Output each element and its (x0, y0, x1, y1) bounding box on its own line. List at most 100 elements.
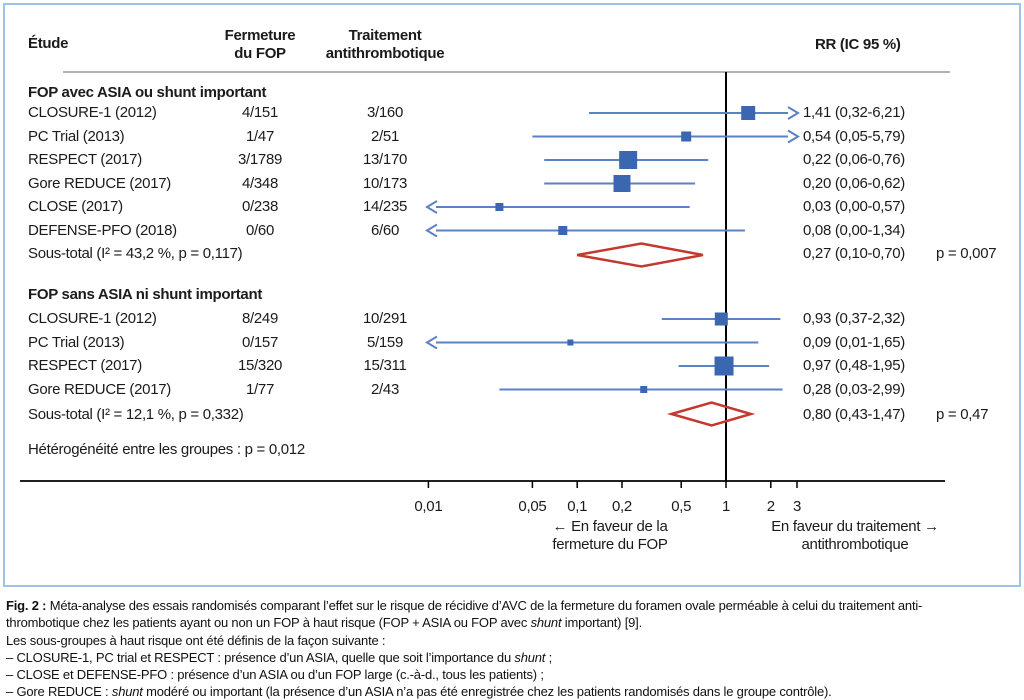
heterogeneity-note: Hétérogénéité entre les groupes : p = 0,… (28, 441, 305, 458)
column-header-closure: Fermeture du FOP (200, 27, 320, 63)
rr-value: 0,93 (0,37-2,32) (803, 310, 905, 327)
rr-value: 0,22 (0,06-0,76) (803, 151, 905, 168)
treatment-count: 10/291 (362, 310, 408, 327)
study-name: RESPECT (2017) (28, 357, 142, 374)
ci-clip-arrow-right (787, 129, 800, 144)
study-name: PC Trial (2013) (28, 127, 125, 145)
caption-line: Fig. 2 : Méta-analyse des essais randomi… (6, 597, 1020, 614)
favor-right-line1: En faveur du traitement → (771, 518, 939, 535)
caption-text: modéré ou important (la présence d’un AS… (142, 684, 832, 700)
study-name: CLOSURE-1 (2012) (28, 104, 157, 121)
column-header-treatment-line2: antithrombotique (325, 45, 445, 62)
subtotal-p-value: p = 0,47 (936, 406, 989, 423)
figure-caption: Fig. 2 : Méta-analyse des essais randomi… (6, 597, 1020, 700)
caption-text: ; (545, 649, 553, 665)
ci-clip-arrow-left (425, 223, 438, 238)
study-name: DEFENSE-PFO (2018) (28, 221, 177, 239)
closure-count: 0/238 (241, 198, 279, 215)
rr-square (613, 175, 631, 192)
column-header-study: Étude (28, 35, 69, 52)
favor-right-line2: antithrombotique (801, 536, 909, 553)
subtotal-label: Sous-total (I² = 12,1 %, p = 0,332) (28, 406, 244, 423)
study-name: Gore REDUCE (2017) (28, 174, 171, 192)
closure-count: 1/47 (246, 127, 274, 145)
subtotal-rr-value: 0,27 (0,10-0,70) (803, 245, 905, 262)
tick-label: 3 (792, 498, 801, 515)
caption-text: – CLOSE et DEFENSE-PFO : présence d’un A… (6, 667, 544, 683)
caption-line: – Gore REDUCE : shunt modéré ou importan… (6, 683, 1020, 700)
favor-right-label: En faveur du traitement → antithrombotiq… (745, 518, 965, 554)
subtotal-rr-value: 0,80 (0,43-1,47) (803, 406, 905, 423)
rr-value: 0,03 (0,00-0,57) (803, 198, 905, 215)
rr-square (714, 356, 734, 376)
study-name: CLOSE (2017) (28, 198, 123, 215)
caption-italic-term: shunt (514, 649, 546, 665)
closure-count: 4/151 (241, 104, 279, 121)
column-header-closure-line2: du FOP (234, 45, 286, 62)
rr-square (714, 312, 728, 326)
subtotal-diamond (576, 242, 704, 268)
ci-clip-arrow-right (787, 106, 800, 120)
rr-value: 0,54 (0,05-5,79) (803, 127, 905, 145)
favor-left-line2: fermeture du FOP (552, 536, 668, 553)
caption-text: Méta-analyse des essais randomisés compa… (46, 598, 923, 613)
treatment-count: 10/173 (362, 174, 408, 192)
group-label: FOP avec ASIA ou shunt important (28, 84, 267, 101)
column-header-closure-line1: Fermeture (224, 27, 296, 44)
subtotal-diamond (666, 401, 756, 427)
rr-value: 0,20 (0,06-0,62) (803, 174, 905, 192)
treatment-count: 13/170 (362, 151, 408, 168)
group-label: FOP sans ASIA ni shunt important (28, 286, 263, 303)
caption-italic-term: shunt (530, 615, 562, 631)
tick-label: 0,5 (671, 498, 692, 515)
tick-label: 1 (721, 498, 731, 515)
treatment-count: 15/311 (363, 357, 407, 374)
caption-line: thrombotique chez les patients ayant ou … (6, 614, 1020, 631)
favor-left-label: ← En faveur de la fermeture du FOP (510, 518, 710, 554)
treatment-count: 5/159 (366, 333, 404, 351)
closure-count: 0/157 (241, 333, 279, 351)
tick-label: 0,2 (612, 498, 632, 515)
figure-frame (3, 3, 1021, 587)
subtotal-label: Sous-total (I² = 43,2 %, p = 0,117) (28, 245, 243, 262)
tick-label: 0,01 (414, 498, 443, 515)
column-header-rr: RR (IC 95 %) (815, 36, 901, 53)
caption-line: Les sous-groupes à haut risque ont été d… (6, 632, 1020, 649)
rr-value: 0,08 (0,00-1,34) (803, 221, 905, 239)
closure-count: 0/60 (246, 221, 274, 239)
study-name: PC Trial (2013) (28, 333, 125, 351)
caption-text: – CLOSURE-1, PC trial et RESPECT : prése… (6, 649, 515, 665)
caption-text: – Gore REDUCE : (6, 684, 112, 700)
rr-square (619, 151, 638, 169)
subtotal-p-value: p = 0,007 (936, 245, 997, 262)
treatment-count: 2/51 (371, 127, 399, 145)
study-name: RESPECT (2017) (28, 151, 142, 168)
caption-text: thrombotique chez les patients ayant ou … (6, 615, 531, 631)
rr-square (567, 339, 574, 346)
caption-line: – CLOSURE-1, PC trial et RESPECT : prése… (6, 649, 1020, 666)
treatment-count: 3/160 (366, 104, 404, 121)
rr-square (640, 386, 648, 393)
closure-count: 8/249 (241, 310, 279, 327)
caption-line: – CLOSE et DEFENSE-PFO : présence d’un A… (6, 666, 1020, 683)
column-header-treatment-line1: Traitement (348, 27, 422, 44)
closure-count: 3/1789 (237, 151, 283, 168)
study-name: CLOSURE-1 (2012) (28, 310, 157, 327)
rr-value: 1,41 (0,32-6,21) (803, 104, 905, 121)
forest-plot-canvas (20, 71, 950, 488)
caption-text: important) [9]. (561, 615, 642, 631)
rr-value: 0,09 (0,01-1,65) (803, 333, 905, 351)
ci-clip-arrow-left (425, 200, 438, 214)
treatment-count: 6/60 (371, 221, 399, 239)
caption-italic-term: shunt (111, 684, 143, 700)
tick-label: 0,05 (518, 498, 547, 515)
ci-clip-arrow-left (425, 335, 438, 350)
rr-value: 0,97 (0,48-1,95) (803, 357, 905, 374)
closure-count: 1/77 (246, 380, 274, 398)
study-name: Gore REDUCE (2017) (28, 380, 171, 398)
caption-text: Les sous-groupes à haut risque ont été d… (6, 632, 386, 648)
caption-text: Fig. 2 : (6, 598, 47, 613)
column-header-treatment: Traitement antithrombotique (320, 27, 450, 63)
favor-left-line1: ← En faveur de la (552, 518, 668, 535)
